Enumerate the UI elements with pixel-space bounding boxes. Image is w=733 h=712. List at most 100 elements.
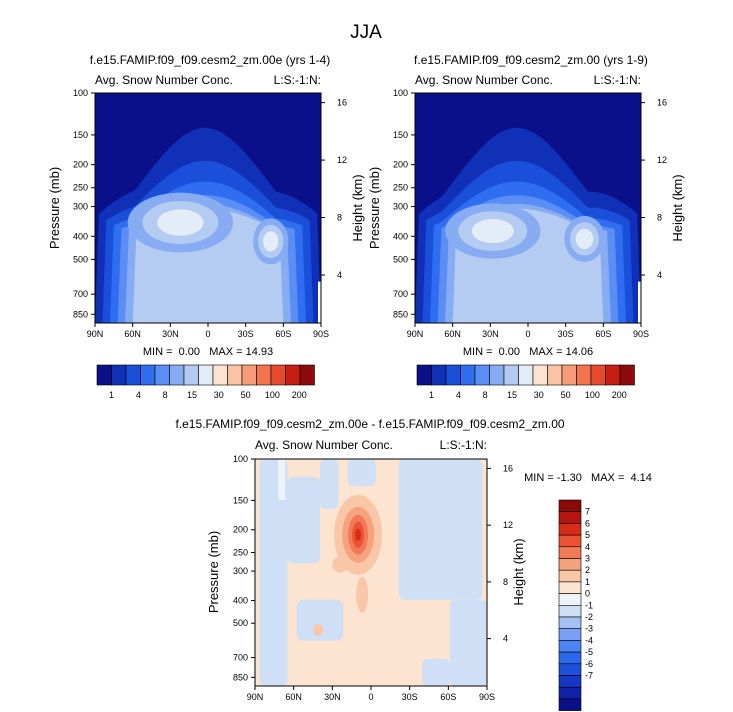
colorbar-swatch: [558, 686, 582, 700]
y-right-tick-label: 16: [337, 98, 347, 108]
y-tick-label: 850: [233, 672, 248, 682]
contour-band: [422, 658, 450, 686]
contour-bands: [259, 459, 487, 686]
panel-top-left: f.e15.FAMIP.f09_f09.cesm2_zm.00e (yrs 1-…: [47, 53, 365, 400]
colorbar-swatch: [558, 534, 582, 548]
contour-blob: [332, 556, 349, 573]
y-tick-label: 100: [233, 454, 248, 464]
colorbar-label: 3: [585, 554, 590, 564]
colorbar-label: 4: [585, 542, 590, 552]
x-tick-label: 30N: [324, 692, 341, 702]
colorbar-swatch: [241, 364, 257, 386]
colorbar-label: 30: [214, 390, 224, 400]
colorbar-swatch: [460, 364, 476, 386]
x-tick-label: 30S: [558, 329, 574, 339]
colorbar-swatch: [558, 523, 582, 536]
contour-lobe: [575, 228, 594, 249]
colorbar-label: 4: [136, 390, 141, 400]
x-tick-label: 60S: [440, 692, 456, 702]
axes: 90N 60N 30N 0 30S 60S 90S 100 150 200 250 300 400 500…: [233, 454, 513, 702]
colorbar-swatch: [558, 628, 582, 641]
variable-label: Avg. Snow Number Conc.: [95, 73, 233, 87]
colorbar-swatch: [558, 499, 582, 512]
colorbar-swatch: [125, 364, 141, 386]
x-tick-label: 90N: [87, 329, 104, 339]
x-tick-label: 30S: [238, 329, 254, 339]
y-tick-label: 400: [393, 231, 408, 241]
panel-bottom-difference: f.e15.FAMIP.f09_f09.cesm2_zm.00e - f.e15…: [175, 417, 652, 711]
y-axis-label: Pressure (mb): [367, 167, 382, 249]
colorbar-swatch: [532, 364, 548, 386]
colorbar-label: -2: [585, 612, 593, 622]
colorbar-swatch: [169, 364, 185, 386]
plot-area: [95, 93, 321, 323]
colorbar-swatch: [576, 364, 592, 386]
colorbar-swatch: [561, 364, 577, 386]
y-tick-label: 250: [73, 183, 88, 193]
min-max-stats: MIN = -1.30 MAX = 4.14: [524, 472, 652, 484]
colorbar-swatch: [558, 511, 582, 524]
colorbar-label: -1: [585, 600, 593, 610]
contour-blob: [313, 623, 324, 636]
variable-label: Avg. Snow Number Conc.: [415, 73, 553, 87]
y-axis-label: Pressure (mb): [206, 531, 221, 613]
colorbar-label: 50: [561, 390, 571, 400]
colorbar-swatch: [416, 364, 432, 386]
contour-band: [319, 459, 339, 509]
colorbar-swatch: [227, 364, 243, 386]
y-right-tick-label: 4: [503, 634, 508, 644]
colorbar-swatch: [431, 364, 447, 386]
colorbar-label: 8: [163, 390, 168, 400]
colorbar-label: 5: [585, 530, 590, 540]
plot-area: [415, 93, 641, 323]
contour-lobe: [157, 209, 204, 236]
colorbar-swatch: [619, 364, 635, 386]
colorbar: 1 4 8 15 30 50 100 200: [416, 364, 635, 400]
x-tick-label: 0: [525, 329, 530, 339]
colorbar-swatch: [558, 640, 582, 653]
colorbar-label: 100: [585, 390, 600, 400]
colorbar-swatch: [256, 364, 272, 386]
colorbar: 1 4 8 15 30 50 100 200: [96, 364, 315, 400]
colorbar-label: 8: [483, 390, 488, 400]
colorbar-label: 50: [241, 390, 251, 400]
level-label: L:S:-1:N:: [594, 73, 641, 87]
colorbar-swatch: [558, 604, 582, 618]
contour-lobe: [471, 218, 514, 244]
contour-lobe: [263, 231, 279, 252]
colorbar-label: 200: [612, 390, 627, 400]
x-tick-label: 30N: [162, 329, 179, 339]
y-tick-label: 100: [73, 88, 88, 98]
y-right-tick-label: 8: [657, 213, 662, 223]
y-axis-label-right: Height (km): [350, 174, 365, 241]
x-tick-label: 0: [205, 329, 210, 339]
colorbar-label: 30: [534, 390, 544, 400]
contour-band: [296, 599, 344, 641]
page-title: JJA: [350, 22, 382, 43]
panel-title: f.e15.FAMIP.f09_f09.cesm2_zm.00 (yrs 1-9…: [414, 53, 648, 67]
contour-band: [347, 459, 376, 487]
missing-data-edge: [638, 281, 641, 323]
colorbar-swatch: [558, 616, 582, 629]
x-tick-label: 0: [368, 692, 373, 702]
y-right-tick-label: 12: [337, 155, 347, 165]
contour-band: [259, 459, 288, 686]
y-tick-label: 200: [233, 525, 248, 535]
colorbar-swatch: [558, 546, 582, 559]
plot-area: [255, 459, 487, 686]
y-tick-label: 500: [73, 254, 88, 264]
colorbar-swatch: [111, 364, 127, 386]
contour-band: [278, 459, 286, 500]
colorbar-swatch: [558, 593, 582, 606]
x-tick-label: 60S: [595, 329, 611, 339]
x-tick-label: 90N: [407, 329, 424, 339]
colorbar-label: 15: [187, 390, 197, 400]
x-tick-label: 90N: [247, 692, 264, 702]
colorbar-swatch: [270, 364, 286, 386]
axes: 90N 60N 30N 0 30S 60S 90S 100 150 200 250 300 400 500…: [73, 88, 347, 339]
y-tick-label: 850: [393, 309, 408, 319]
x-tick-label: 90S: [479, 692, 495, 702]
colorbar-swatch: [445, 364, 461, 386]
y-right-tick-label: 16: [503, 464, 513, 474]
colorbar-label: 15: [507, 390, 517, 400]
